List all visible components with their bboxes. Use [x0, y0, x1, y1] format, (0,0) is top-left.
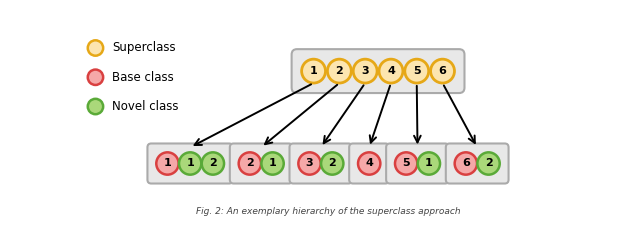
- Circle shape: [353, 59, 377, 83]
- FancyBboxPatch shape: [349, 143, 389, 184]
- Circle shape: [156, 152, 179, 175]
- Circle shape: [454, 152, 477, 175]
- Text: 2: 2: [246, 158, 253, 169]
- Circle shape: [88, 70, 103, 85]
- Circle shape: [321, 152, 344, 175]
- Text: 6: 6: [438, 66, 447, 76]
- Circle shape: [328, 59, 351, 83]
- Text: 5: 5: [413, 66, 420, 76]
- Text: 2: 2: [209, 158, 217, 169]
- Text: 1: 1: [310, 66, 317, 76]
- Circle shape: [418, 152, 440, 175]
- Circle shape: [202, 152, 224, 175]
- FancyBboxPatch shape: [289, 143, 352, 184]
- Circle shape: [88, 40, 103, 56]
- Text: Base class: Base class: [113, 71, 174, 84]
- Text: 2: 2: [335, 66, 343, 76]
- Text: 2: 2: [484, 158, 492, 169]
- Text: 1: 1: [425, 158, 433, 169]
- Circle shape: [298, 152, 321, 175]
- Circle shape: [88, 99, 103, 114]
- Circle shape: [179, 152, 202, 175]
- Circle shape: [239, 152, 261, 175]
- Text: 4: 4: [365, 158, 373, 169]
- Text: 1: 1: [269, 158, 276, 169]
- FancyBboxPatch shape: [147, 143, 233, 184]
- Text: Superclass: Superclass: [113, 42, 176, 55]
- FancyBboxPatch shape: [446, 143, 509, 184]
- Circle shape: [261, 152, 284, 175]
- Circle shape: [301, 59, 326, 83]
- Text: 2: 2: [328, 158, 336, 169]
- Text: 1: 1: [164, 158, 172, 169]
- Text: 3: 3: [306, 158, 314, 169]
- Text: 5: 5: [403, 158, 410, 169]
- FancyBboxPatch shape: [386, 143, 449, 184]
- Circle shape: [379, 59, 403, 83]
- FancyBboxPatch shape: [230, 143, 292, 184]
- Text: Novel class: Novel class: [113, 100, 179, 113]
- Circle shape: [395, 152, 417, 175]
- Text: Fig. 2: An exemplary hierarchy of the superclass approach: Fig. 2: An exemplary hierarchy of the su…: [196, 207, 460, 216]
- Circle shape: [358, 152, 380, 175]
- Text: 6: 6: [462, 158, 470, 169]
- Text: 4: 4: [387, 66, 395, 76]
- Circle shape: [431, 59, 454, 83]
- FancyBboxPatch shape: [292, 49, 465, 93]
- Circle shape: [477, 152, 500, 175]
- Text: 1: 1: [186, 158, 194, 169]
- Circle shape: [405, 59, 429, 83]
- Text: 3: 3: [362, 66, 369, 76]
